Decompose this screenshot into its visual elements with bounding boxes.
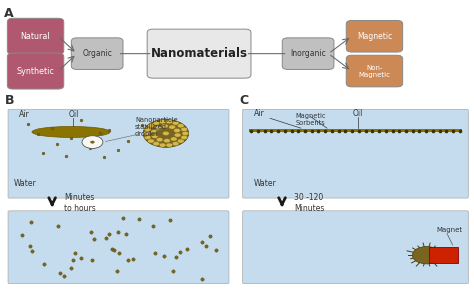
Text: C: C xyxy=(239,94,248,107)
FancyBboxPatch shape xyxy=(282,38,334,70)
FancyBboxPatch shape xyxy=(8,109,229,198)
Text: Water: Water xyxy=(14,179,37,188)
Text: Air: Air xyxy=(19,110,30,119)
Bar xyxy=(249,129,462,132)
Text: Synthetic: Synthetic xyxy=(17,66,55,76)
Circle shape xyxy=(173,121,179,125)
Circle shape xyxy=(153,142,159,146)
Text: Non-
Magnetic: Non- Magnetic xyxy=(358,65,391,77)
Text: Air: Air xyxy=(254,109,264,118)
Circle shape xyxy=(144,135,151,139)
Circle shape xyxy=(166,143,173,147)
Circle shape xyxy=(164,139,170,143)
Circle shape xyxy=(173,128,180,133)
Circle shape xyxy=(148,139,155,143)
Circle shape xyxy=(181,135,188,139)
Circle shape xyxy=(182,131,189,135)
Circle shape xyxy=(181,127,188,131)
Text: Magnetic: Magnetic xyxy=(357,32,392,41)
FancyBboxPatch shape xyxy=(71,38,123,70)
Text: Oil: Oil xyxy=(68,110,79,119)
Circle shape xyxy=(163,131,169,135)
Text: A: A xyxy=(4,7,13,20)
FancyBboxPatch shape xyxy=(346,20,402,52)
Text: Magnet: Magnet xyxy=(436,227,462,233)
Ellipse shape xyxy=(32,126,110,137)
FancyBboxPatch shape xyxy=(8,211,229,284)
Text: Oil: Oil xyxy=(353,109,363,118)
Circle shape xyxy=(155,126,161,130)
Circle shape xyxy=(412,246,441,264)
Circle shape xyxy=(174,133,181,137)
Circle shape xyxy=(169,125,175,129)
Circle shape xyxy=(177,139,184,143)
Circle shape xyxy=(91,141,94,143)
Circle shape xyxy=(143,131,150,135)
Text: 30 -120
Minutes: 30 -120 Minutes xyxy=(294,193,324,213)
Text: Inorganic: Inorganic xyxy=(290,49,326,58)
Text: Nanoparticle
stabilized
droplet: Nanoparticle stabilized droplet xyxy=(135,117,178,137)
Bar xyxy=(429,247,458,263)
Text: B: B xyxy=(5,94,14,107)
Circle shape xyxy=(166,120,173,124)
Text: Minutes
to hours: Minutes to hours xyxy=(64,193,96,213)
Circle shape xyxy=(82,136,103,148)
Circle shape xyxy=(159,120,166,124)
Text: Natural: Natural xyxy=(21,32,50,41)
FancyBboxPatch shape xyxy=(7,53,64,89)
FancyBboxPatch shape xyxy=(346,55,402,87)
FancyBboxPatch shape xyxy=(7,18,64,54)
Circle shape xyxy=(173,142,179,146)
Circle shape xyxy=(162,124,168,128)
Circle shape xyxy=(144,127,151,131)
Circle shape xyxy=(156,138,163,142)
Text: Nanomaterials: Nanomaterials xyxy=(151,47,247,60)
Circle shape xyxy=(177,124,184,128)
Text: Magnetic
Sorbents: Magnetic Sorbents xyxy=(295,113,326,126)
FancyBboxPatch shape xyxy=(243,211,468,284)
Circle shape xyxy=(143,119,189,147)
Text: Organic: Organic xyxy=(82,49,112,58)
Circle shape xyxy=(171,137,177,141)
Circle shape xyxy=(153,121,159,125)
FancyBboxPatch shape xyxy=(243,109,468,198)
Text: Water: Water xyxy=(254,179,276,188)
Circle shape xyxy=(148,124,155,128)
Circle shape xyxy=(152,134,158,138)
FancyBboxPatch shape xyxy=(147,29,251,78)
Circle shape xyxy=(159,143,166,147)
Circle shape xyxy=(151,130,157,134)
